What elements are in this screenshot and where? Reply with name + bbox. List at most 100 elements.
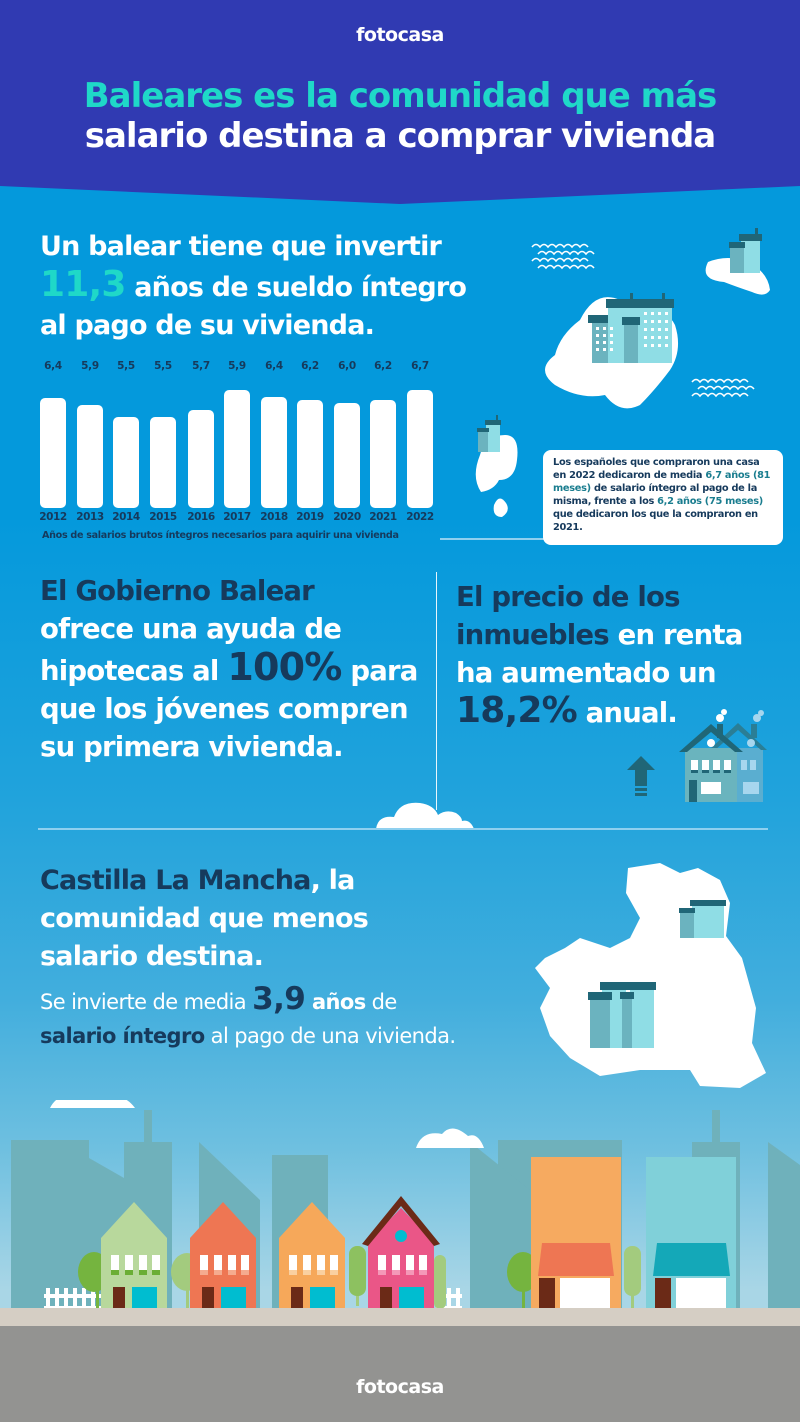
bar-value: 6,2 <box>374 360 392 372</box>
tree-icon <box>434 1255 446 1309</box>
bar <box>150 417 176 508</box>
headline-text: ha aumentado un <box>456 657 717 689</box>
bar <box>407 390 433 508</box>
note-highlight: 6,2 años (75 meses) <box>657 496 763 507</box>
bar-value: 6,2 <box>301 360 319 372</box>
sub-text: al pago de una vivienda. <box>204 1024 456 1048</box>
bar-value: 6,0 <box>338 360 356 372</box>
house-icon <box>679 709 767 802</box>
headline-text: , la <box>310 865 356 896</box>
bar-2012: 6,4 <box>40 360 66 520</box>
headline-text: El Gobierno Balear <box>40 575 315 607</box>
baleares-headline: Un balear tiene que invertir 11,3 años d… <box>40 228 500 345</box>
x-tick-label: 2018 <box>260 511 288 523</box>
headline-text: ofrece una ayuda de <box>40 613 342 645</box>
bar-2014: 5,5 <box>113 360 139 520</box>
bar-2013: 5,9 <box>77 360 103 520</box>
waves-icon <box>531 243 755 398</box>
tree-icon <box>624 1246 641 1316</box>
note-text: de salario íntegro al pago de la misma, … <box>553 483 758 507</box>
bar <box>224 390 250 508</box>
title-line-2: salario destina a comprar vivienda <box>84 116 716 156</box>
bar-value: 5,5 <box>117 360 135 372</box>
headline-text: anual. <box>576 697 678 729</box>
renta-headline: El precio de los inmuebles en renta ha a… <box>456 578 796 732</box>
castilla-headline: Castilla La Mancha, la comunidad que men… <box>40 862 510 976</box>
shop-teal <box>646 1157 736 1320</box>
note-text: que dedicaron los que la compraron en 20… <box>553 509 758 533</box>
cityscape-illustration <box>11 1100 800 1325</box>
sub-text: años <box>305 990 366 1014</box>
page-title: Baleares es la comunidad que más salario… <box>0 76 800 156</box>
footer <box>0 1326 800 1422</box>
bar <box>334 403 360 508</box>
fotocasa-footer-logo[interactable]: fotocasa <box>356 1376 444 1398</box>
highlight-value: 100% <box>227 645 342 689</box>
fotocasa-logo[interactable]: fotocasa <box>356 24 444 46</box>
buildings-icon <box>588 900 726 1048</box>
sub-text-bold: salario íntegro <box>40 1024 205 1048</box>
sub-text: Se invierte de media <box>40 990 253 1014</box>
bar-2022: 6,7 <box>407 360 433 520</box>
headline-text: Un balear tiene que invertir <box>40 231 442 262</box>
house-orange-red <box>190 1202 256 1320</box>
cloud-icon <box>376 802 474 829</box>
sidewalk <box>0 1308 800 1327</box>
gobierno-headline: El Gobierno Balear ofrece una ayuda de h… <box>40 572 440 766</box>
x-tick-label: 2017 <box>223 511 251 523</box>
bar-chart: 6,4 5,9 5,5 5,5 5,7 5,9 6,4 6,2 6,0 6,2 … <box>38 360 438 550</box>
bar-2019: 6,2 <box>297 360 323 520</box>
sub-text: de <box>365 990 398 1014</box>
bar-value: 5,9 <box>228 360 246 372</box>
bar-2016: 5,7 <box>188 360 214 520</box>
x-tick-label: 2015 <box>149 511 177 523</box>
bar-2015: 5,5 <box>150 360 176 520</box>
headline-text: El precio de los <box>456 581 680 613</box>
info-note-box: Los españoles que compraron una casa en … <box>543 450 783 545</box>
header-banner <box>0 0 800 204</box>
headline-text: en renta <box>608 619 744 651</box>
bar-value: 6,4 <box>265 360 283 372</box>
highlight-value: 3,9 <box>252 981 306 1017</box>
horizontal-divider <box>38 828 768 830</box>
bar-2017: 5,9 <box>224 360 250 520</box>
house-green <box>101 1202 167 1320</box>
headline-text: inmuebles <box>456 619 610 651</box>
highlight-value: 11,3 <box>40 264 126 305</box>
bar-2021: 6,2 <box>370 360 396 520</box>
rising-rent-houses-illustration <box>627 709 767 802</box>
bar <box>113 417 139 508</box>
x-tick-label: 2020 <box>333 511 361 523</box>
balearic-islands-illustration <box>531 228 770 409</box>
bar-value: 5,9 <box>81 360 99 372</box>
headline-text: al pago de su vivienda. <box>40 310 375 341</box>
chart-caption: Años de salarios brutos íntegros necesar… <box>42 530 399 541</box>
headline-text: que los jóvenes compren <box>40 693 409 725</box>
bar-value: 5,5 <box>154 360 172 372</box>
shop-orange <box>531 1157 621 1320</box>
x-tick-label: 2021 <box>369 511 397 523</box>
note-text: Los españoles que compraron una casa en … <box>553 457 760 481</box>
bar-value: 5,7 <box>192 360 210 372</box>
bar <box>370 400 396 508</box>
caption-connector-line <box>440 538 544 540</box>
bar-2018: 6,4 <box>261 360 287 520</box>
headline-text: su primera vivienda. <box>40 731 344 763</box>
bar-value: 6,4 <box>44 360 62 372</box>
title-line-1: Baleares es la comunidad que más <box>83 76 718 116</box>
highlight-value: 18,2% <box>456 690 578 731</box>
ibiza-island-illustration <box>475 415 518 517</box>
x-tick-label: 2012 <box>39 511 67 523</box>
up-arrow-icon <box>627 756 655 796</box>
headline-text: para <box>341 655 418 687</box>
headline-text: comunidad que menos <box>40 903 369 934</box>
headline-text: Castilla La Mancha <box>40 865 311 896</box>
headline-text: años de sueldo íntegro <box>125 272 467 303</box>
castilla-la-mancha-map <box>535 863 766 1088</box>
house-pink <box>362 1196 440 1320</box>
bar <box>77 405 103 508</box>
headline-text: salario destina. <box>40 941 264 972</box>
x-tick-label: 2019 <box>296 511 324 523</box>
bar-2020: 6,0 <box>334 360 360 520</box>
note-highlight: 6,7 años (81 meses) <box>553 470 771 494</box>
